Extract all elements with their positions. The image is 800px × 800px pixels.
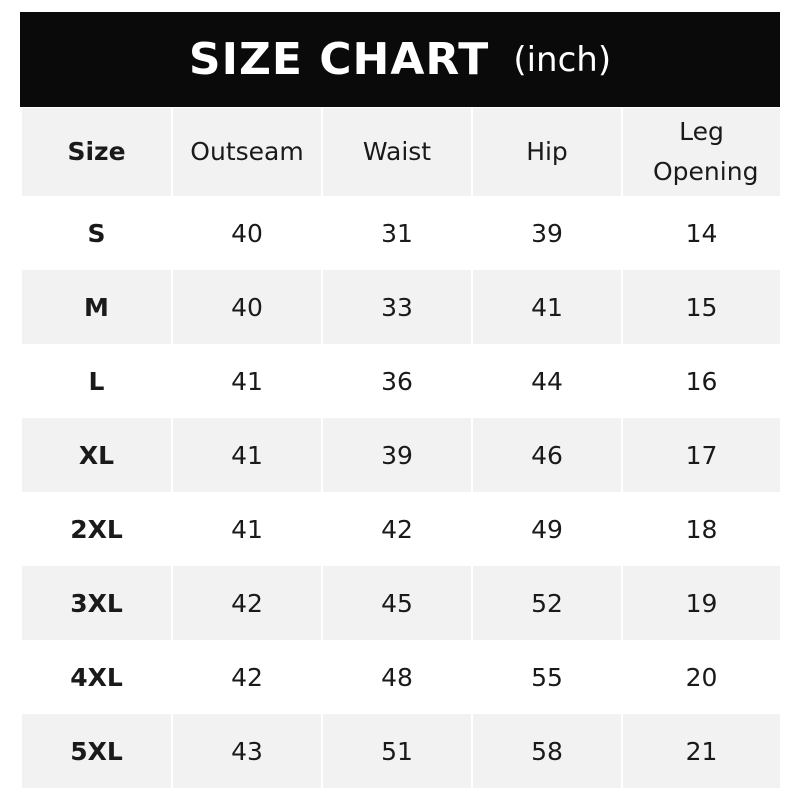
size-label: 2XL	[20, 492, 173, 566]
table-cell: 51	[321, 714, 473, 788]
table-cell: 33	[321, 270, 473, 344]
table-cell: 55	[471, 640, 623, 714]
chart-title: SIZE CHART	[188, 34, 490, 85]
table-cell: 17	[621, 418, 782, 492]
table-row: 3XL 42 45 52 19	[20, 566, 782, 640]
column-header: Size	[20, 108, 173, 196]
table-cell: 31	[321, 196, 473, 270]
table-row: XL 41 39 46 17	[20, 418, 782, 492]
table-cell: 45	[321, 566, 473, 640]
table-cell: 41	[471, 270, 623, 344]
table-cell: 16	[621, 344, 782, 418]
header-row: Size Outseam Waist Hip Leg Opening	[20, 108, 782, 196]
table-cell: 36	[321, 344, 473, 418]
table-row: L 41 36 44 16	[20, 344, 782, 418]
table-cell: 41	[171, 344, 323, 418]
table-row: S 40 31 39 14	[20, 196, 782, 270]
unit-label: (inch)	[513, 39, 612, 80]
table-cell: 49	[471, 492, 623, 566]
table-cell: 48	[321, 640, 473, 714]
size-label: 4XL	[20, 640, 173, 714]
column-header: Outseam	[171, 108, 323, 196]
table-row: 5XL 43 51 58 21	[20, 714, 782, 788]
size-label: 3XL	[20, 566, 173, 640]
table-cell: 41	[171, 492, 323, 566]
size-label: XL	[20, 418, 173, 492]
size-label: L	[20, 344, 173, 418]
table-cell: 42	[171, 566, 323, 640]
table-cell: 52	[471, 566, 623, 640]
table-cell: 19	[621, 566, 782, 640]
size-label: S	[20, 196, 173, 270]
size-label: 5XL	[20, 714, 173, 788]
table-cell: 46	[471, 418, 623, 492]
column-header: Leg Opening	[621, 108, 782, 196]
table-cell: 40	[171, 196, 323, 270]
table-row: 2XL 41 42 49 18	[20, 492, 782, 566]
table-cell: 20	[621, 640, 782, 714]
table-cell: 42	[171, 640, 323, 714]
table-cell: 15	[621, 270, 782, 344]
title-banner: SIZE CHART (inch)	[20, 12, 780, 107]
table-cell: 21	[621, 714, 782, 788]
table-cell: 40	[171, 270, 323, 344]
table-cell: 58	[471, 714, 623, 788]
table-cell: 39	[471, 196, 623, 270]
size-table: Size Outseam Waist Hip Leg Opening S 40 31 39 14 M…	[20, 108, 782, 788]
table-cell: 14	[621, 196, 782, 270]
column-header: Waist	[321, 108, 473, 196]
table-cell: 39	[321, 418, 473, 492]
table-cell: 42	[321, 492, 473, 566]
table-cell: 41	[171, 418, 323, 492]
table-cell: 44	[471, 344, 623, 418]
table-cell: 43	[171, 714, 323, 788]
column-header: Hip	[471, 108, 623, 196]
table-cell: 18	[621, 492, 782, 566]
table-row: M 40 33 41 15	[20, 270, 782, 344]
table-row: 4XL 42 48 55 20	[20, 640, 782, 714]
size-label: M	[20, 270, 173, 344]
